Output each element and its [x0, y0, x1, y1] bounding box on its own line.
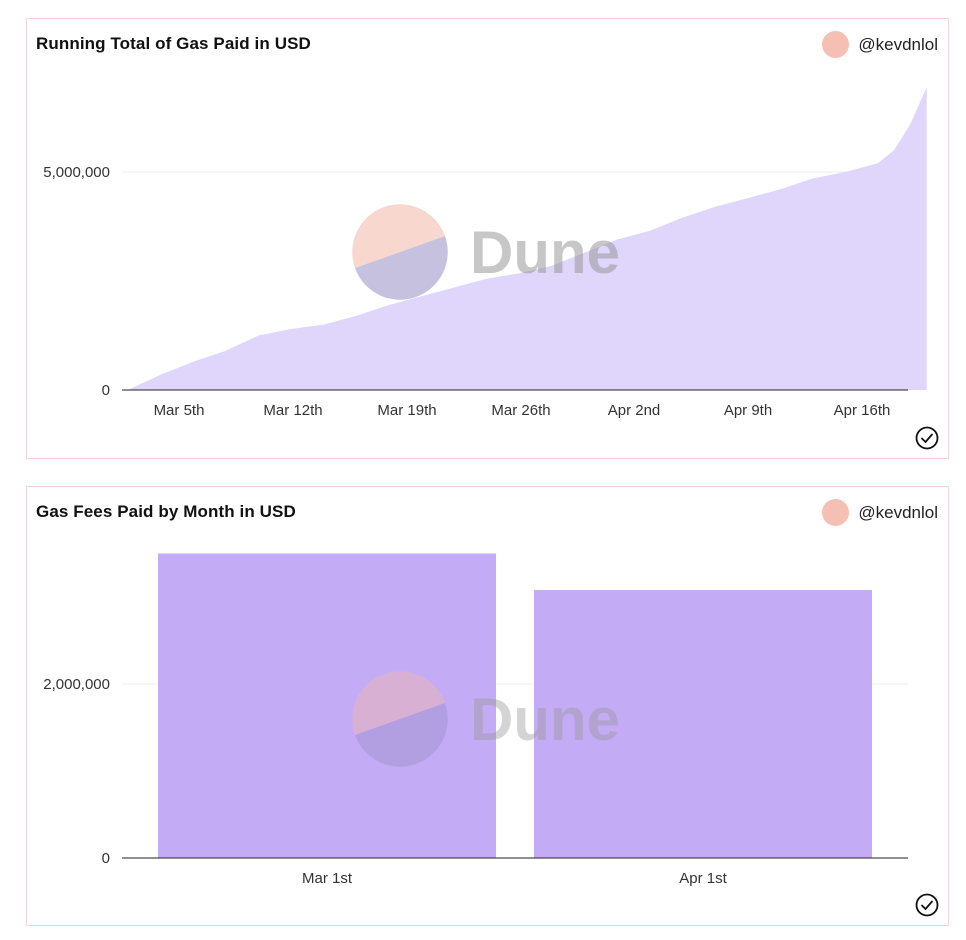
- monthly-gas-chart: Dune 0 2,000,000 Mar 1st Apr 1st: [43, 553, 908, 887]
- chart-title: Gas Fees Paid by Month in USD: [36, 502, 296, 521]
- y-tick-label: 5,000,000: [43, 164, 110, 181]
- y-tick-label: 2,000,000: [43, 676, 110, 693]
- author-link[interactable]: @kevdnlol: [822, 31, 938, 58]
- check-circle-icon: [915, 426, 939, 450]
- x-tick-label: Apr 1st: [679, 870, 727, 887]
- y-tick-label: 0: [102, 382, 110, 399]
- bar: [158, 553, 496, 858]
- watermark-logo-bottom: [355, 703, 448, 767]
- check-circle-icon: [915, 893, 939, 917]
- x-tick-label: Apr 9th: [724, 402, 772, 419]
- x-tick-label: Apr 16th: [834, 402, 891, 419]
- y-tick-label: 0: [102, 850, 110, 867]
- x-tick-label: Mar 12th: [263, 402, 322, 419]
- author-name: @kevdnlol: [858, 34, 938, 54]
- author-link[interactable]: @kevdnlol: [822, 499, 938, 526]
- x-tick-label: Mar 1st: [302, 870, 353, 887]
- x-tick-label: Apr 2nd: [608, 402, 661, 419]
- area-series: [128, 87, 927, 390]
- avatar: [822, 31, 850, 58]
- watermark-text: Dune: [470, 686, 620, 753]
- author-name: @kevdnlol: [858, 502, 938, 522]
- watermark-logo-bottom: [355, 236, 448, 300]
- watermark-text: Dune: [470, 219, 620, 286]
- avatar: [822, 499, 850, 526]
- running-total-chart: Dune 0 5,000,000 Mar 5th Mar 12th Mar 19th Mar…: [43, 87, 927, 419]
- running-total-card: Running Total of Gas Paid in USD @kevdnl…: [26, 18, 949, 459]
- chart-title: Running Total of Gas Paid in USD: [36, 34, 311, 53]
- watermark-logo-top: [352, 204, 445, 268]
- monthly-gas-card: Gas Fees Paid by Month in USD @kevdnlol …: [26, 486, 949, 926]
- watermark-logo-top: [352, 671, 445, 735]
- x-tick-label: Mar 19th: [377, 402, 436, 419]
- dune-watermark: Dune: [352, 204, 620, 300]
- x-tick-label: Mar 5th: [154, 402, 205, 419]
- x-tick-label: Mar 26th: [491, 402, 550, 419]
- dune-watermark: Dune: [352, 671, 620, 767]
- bar: [534, 590, 872, 858]
